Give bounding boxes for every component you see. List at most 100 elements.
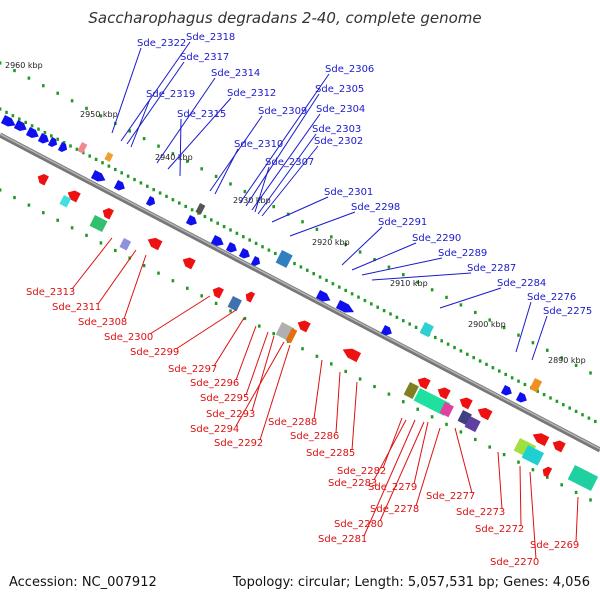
tick-dot: [216, 221, 219, 225]
forward-label-leader: [179, 118, 182, 177]
tick-dot: [99, 241, 103, 245]
forward-gene-arrow: [250, 256, 261, 267]
reverse-label-leader: [413, 421, 429, 485]
tick-dot: [243, 189, 247, 194]
reverse-gene-label: Sde_2285: [306, 448, 355, 459]
forward-gene-label: Sde_2290: [412, 233, 461, 244]
reverse-gene-label: Sde_2280: [334, 519, 383, 530]
gene-box: [413, 388, 451, 416]
gene-box: [195, 203, 206, 215]
reverse-gene-arrow: [477, 407, 493, 421]
reverse-gene-arrow: [542, 466, 553, 478]
tick-dot: [56, 218, 59, 222]
tick-dot: [229, 228, 232, 232]
tick-dot: [488, 445, 491, 449]
reverse-gene-arrow: [102, 208, 114, 220]
tick-dot: [56, 91, 59, 95]
tick-dot: [56, 137, 59, 141]
tick-dot: [203, 214, 207, 219]
tick-dot: [338, 285, 341, 289]
tick-dot: [243, 316, 247, 321]
tick-dot: [466, 352, 469, 356]
reverse-gene-label: Sde_2278: [370, 504, 419, 515]
tick-dot: [387, 265, 391, 269]
tick-dot: [0, 107, 2, 111]
tick-dot: [546, 348, 549, 352]
tick-dot: [430, 288, 434, 292]
tick-dot: [478, 359, 482, 363]
gene-box: [439, 401, 454, 418]
tick-dot: [373, 257, 376, 262]
reverse-label-leader: [235, 341, 285, 427]
tick-dot: [453, 345, 456, 350]
reverse-label-leader: [335, 371, 341, 434]
tick-dot: [549, 396, 552, 400]
tick-dot: [445, 295, 448, 299]
tick-label: 2890 kbp: [548, 356, 586, 365]
tick-dot: [214, 174, 218, 178]
tick-dot: [344, 369, 347, 374]
forward-gene-arrow: [210, 235, 224, 247]
tick-dot: [446, 342, 450, 346]
tick-dot: [331, 282, 335, 286]
tick-dot: [315, 354, 319, 358]
tick-dot: [70, 99, 74, 103]
forward-gene-arrow: [315, 290, 331, 302]
reverse-gene-arrow: [552, 440, 566, 453]
tick-dot: [42, 84, 45, 88]
tick-dot: [27, 76, 31, 80]
reverse-label-leader: [415, 427, 441, 507]
tick-dot: [200, 167, 203, 171]
forward-gene-label: Sde_2306: [325, 64, 374, 75]
genome-backbone-highlight: [0, 133, 600, 450]
reverse-gene-arrow: [212, 287, 224, 299]
forward-gene-arrow: [185, 215, 197, 226]
tick-dot: [459, 430, 463, 434]
forward-gene-label: Sde_2301: [324, 187, 373, 198]
tick-dot: [286, 212, 290, 216]
gene-box: [464, 416, 481, 433]
tick-dot: [568, 406, 571, 410]
tick-dot: [30, 124, 34, 128]
tick-dot: [491, 366, 495, 370]
reverse-label-leader: [497, 451, 503, 510]
reverse-gene-label: Sde_2294: [190, 424, 239, 435]
gene-box: [227, 296, 242, 312]
tick-dot: [272, 332, 275, 336]
tick-dot: [504, 372, 507, 377]
reverse-gene-label: Sde_2282: [337, 466, 386, 477]
reverse-gene-label: Sde_2293: [206, 409, 255, 420]
tick-dot: [358, 377, 362, 381]
tick-dot: [581, 413, 584, 417]
tick-label: 2960 kbp: [5, 61, 43, 70]
tick-label: 2940 kbp: [155, 153, 193, 162]
tick-dot: [133, 177, 136, 182]
tick-dot: [186, 286, 189, 290]
reverse-label-leader: [97, 249, 137, 305]
tick-dot: [13, 68, 16, 73]
gene-box: [567, 465, 599, 492]
tick-dot: [139, 181, 143, 185]
tick-dot: [536, 389, 539, 393]
forward-label-leader: [271, 196, 329, 223]
tick-dot: [562, 403, 565, 407]
reverse-gene-label: Sde_2286: [290, 431, 339, 442]
forward-label-leader: [130, 98, 151, 148]
reverse-label-leader: [519, 465, 522, 527]
reverse-gene-arrow: [37, 174, 49, 186]
forward-gene-label: Sde_2319: [146, 89, 195, 100]
tick-dot: [517, 333, 520, 337]
forward-label-leader: [239, 73, 330, 204]
tick-dot: [350, 292, 354, 296]
tick-dot: [373, 384, 376, 389]
forward-label-leader: [261, 145, 319, 217]
forward-label-leader: [120, 41, 191, 142]
tick-labels: 2960 kbp 2950 kbp 2940 kbp 2930 kbp 2920 kbp…: [5, 61, 586, 365]
reverse-label-leader: [351, 381, 358, 451]
forward-gene-arrow: [113, 180, 125, 191]
tick-dot: [370, 302, 373, 306]
tick-dot: [589, 498, 592, 502]
forward-gene-label: Sde_2314: [211, 68, 260, 79]
tick-dot: [37, 127, 40, 131]
